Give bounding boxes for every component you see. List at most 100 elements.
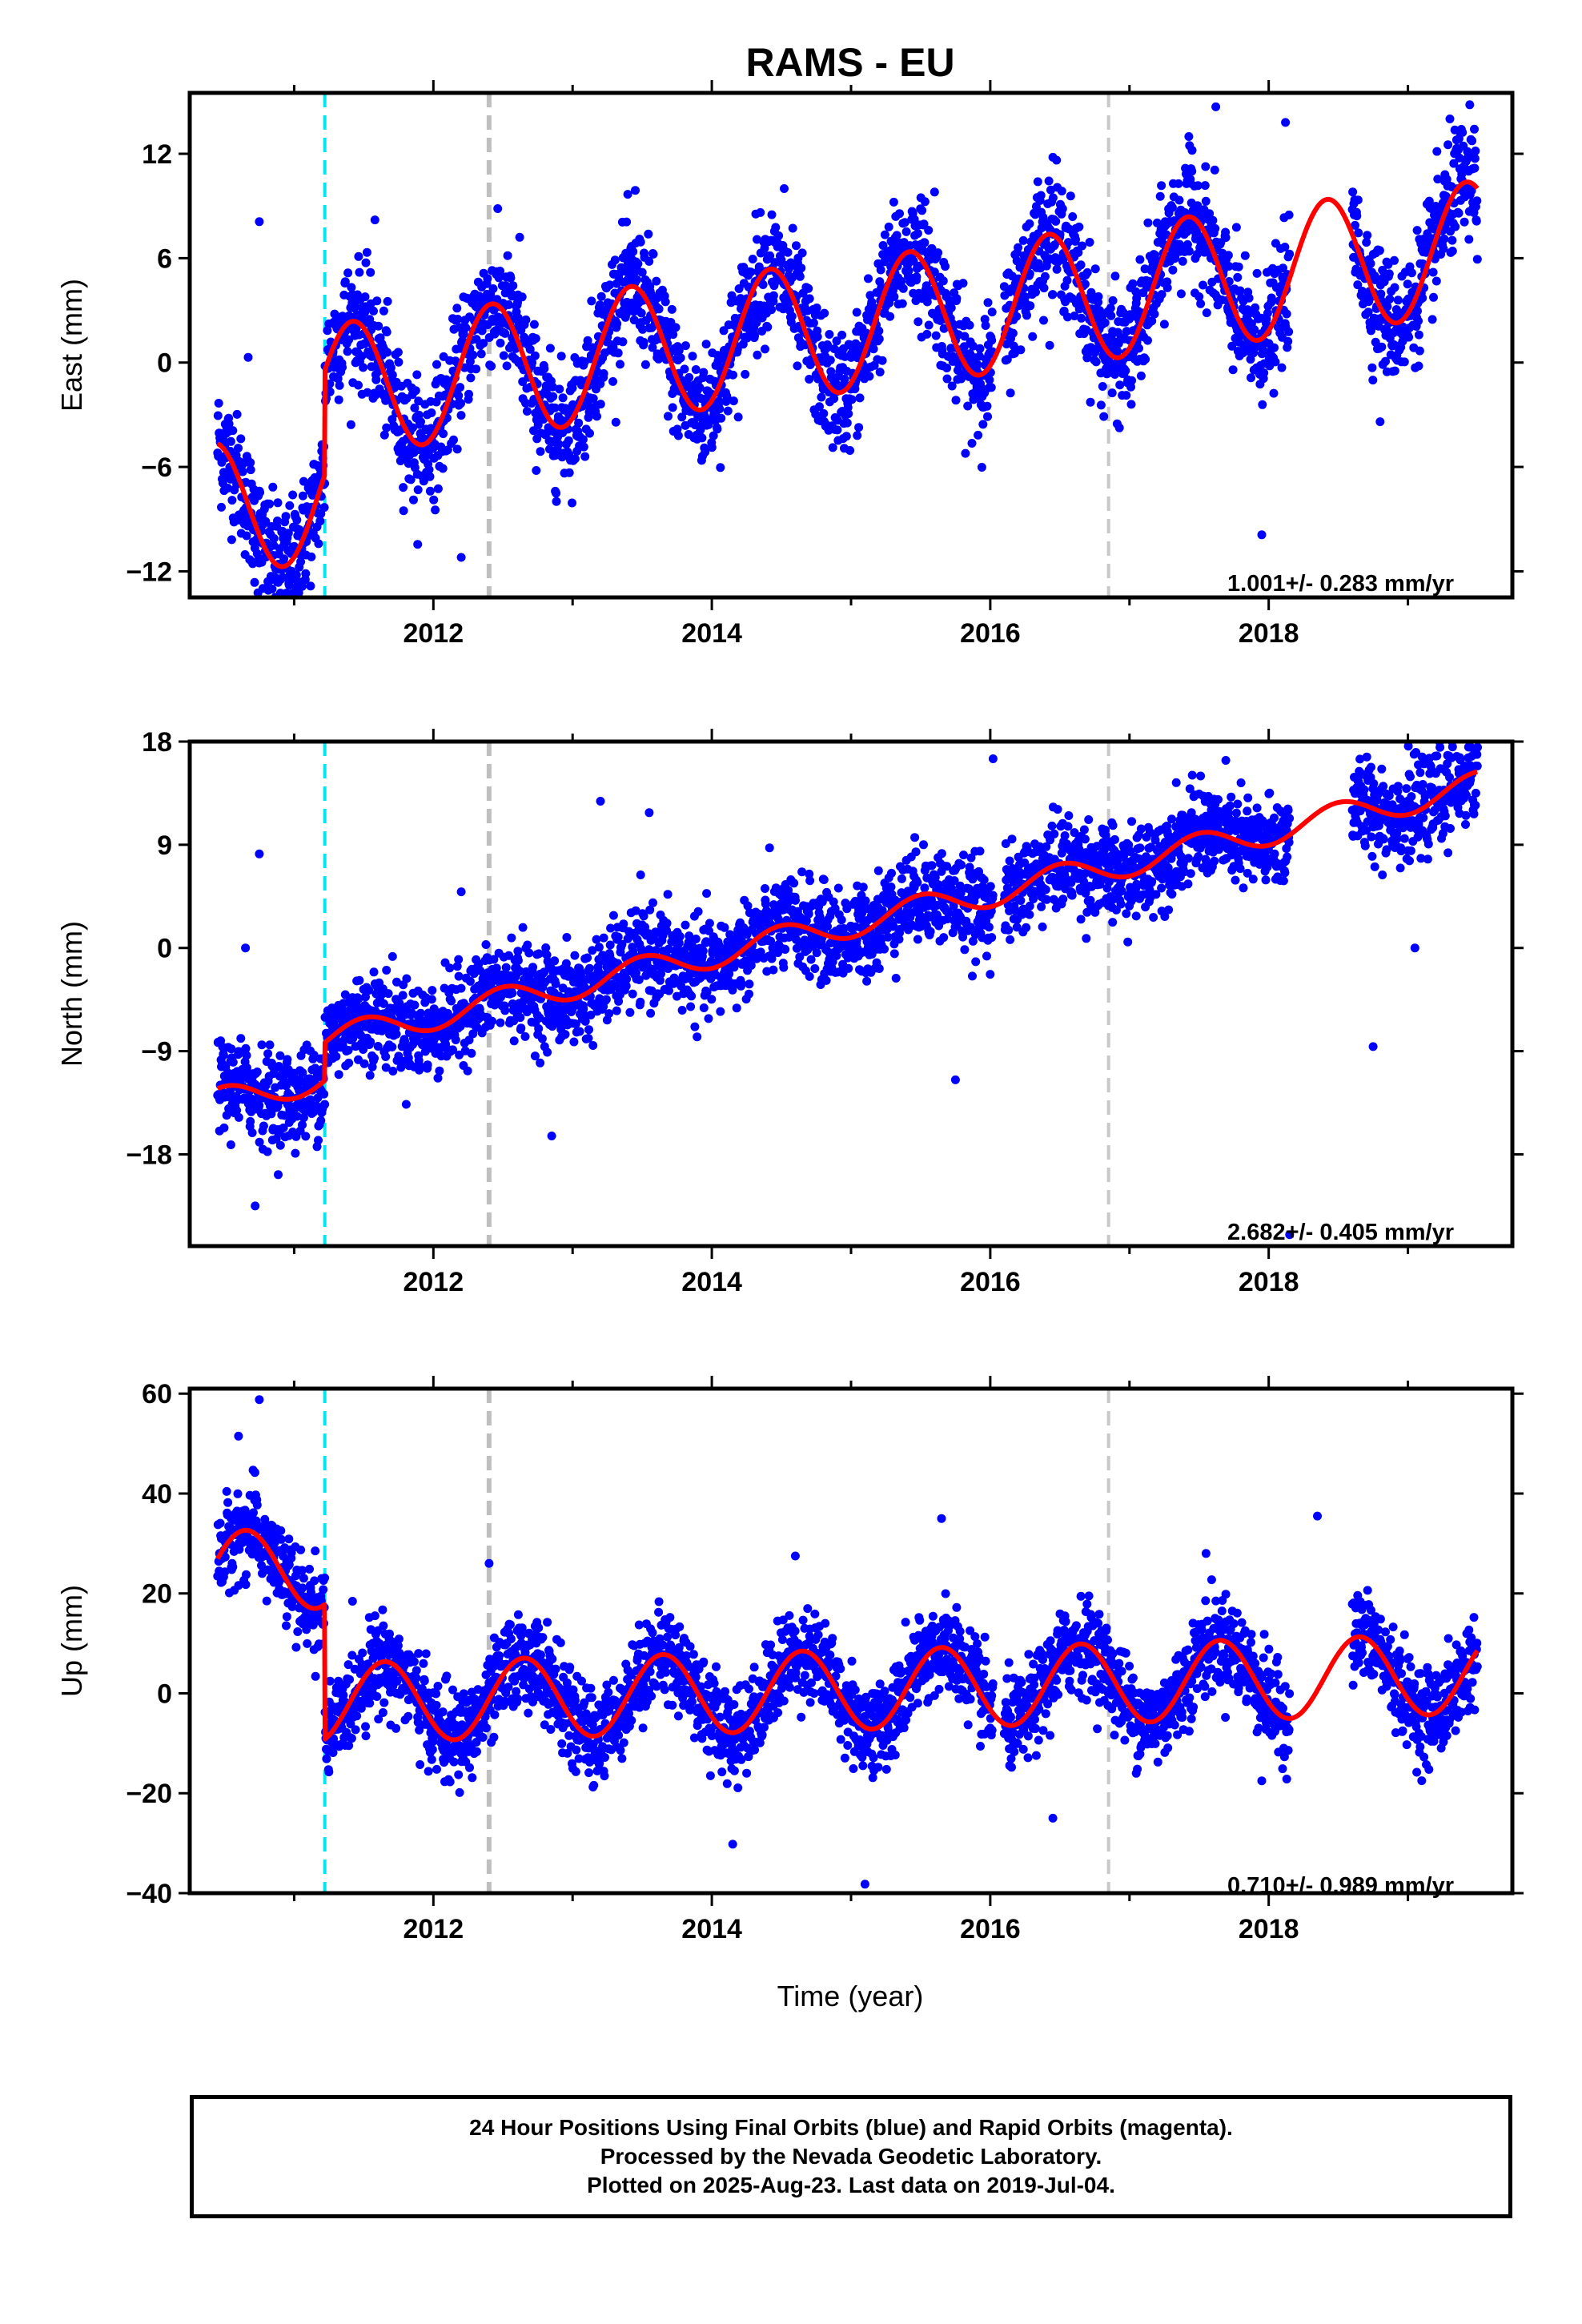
north-data-point: [454, 971, 464, 981]
north-data-point: [331, 1051, 341, 1061]
east-model-curve: [215, 179, 1480, 569]
east-data-point: [1162, 230, 1171, 239]
north-data-point: [601, 995, 611, 1004]
north-data-point: [228, 1057, 238, 1067]
north-data-point: [873, 866, 883, 875]
east-data-point: [1025, 269, 1034, 279]
east-data-point: [1467, 186, 1476, 195]
east-data-point: [236, 434, 246, 444]
east-data-point: [365, 315, 375, 324]
north-data-point: [236, 1034, 246, 1043]
east-data-point: [335, 380, 344, 390]
east-data-point: [852, 308, 861, 317]
east-data-point: [580, 452, 590, 461]
east-data-point: [1068, 212, 1078, 221]
east-data-point: [1472, 196, 1482, 206]
east-data-point: [1228, 365, 1238, 375]
east-data-point: [552, 497, 561, 506]
north-data-point: [246, 1116, 255, 1126]
east-data-point: [797, 248, 807, 258]
north-data-point: [219, 1123, 229, 1132]
east-data-point: [383, 348, 392, 357]
north-data-point: [423, 1060, 432, 1070]
east-data-point: [307, 552, 316, 561]
east-data-point: [488, 284, 498, 293]
north-data-point: [536, 1058, 545, 1068]
east-data-point: [587, 296, 596, 306]
east-outlier-point: [255, 217, 264, 227]
east-data-point: [493, 204, 503, 213]
east-data-point: [1026, 301, 1035, 311]
east-data-point: [464, 389, 473, 399]
east-data-point: [265, 499, 274, 509]
east-data-point: [536, 447, 545, 456]
east-data-point: [963, 401, 973, 411]
north-data-point: [316, 1116, 326, 1125]
north-data-point: [500, 1006, 510, 1015]
north-data-point: [628, 989, 637, 999]
east-data-point: [673, 424, 682, 434]
east-data-point: [934, 248, 943, 258]
east-data-point: [1404, 332, 1414, 342]
east-data-point: [371, 375, 381, 384]
east-data-point: [530, 351, 540, 360]
east-data-point: [1121, 366, 1130, 376]
east-data-point: [1157, 181, 1166, 191]
north-data-point: [675, 931, 685, 941]
east-data-point: [1245, 308, 1255, 318]
north-data-point: [880, 944, 889, 954]
east-data-point: [1182, 239, 1192, 249]
east-data-point: [753, 235, 761, 244]
east-data-point: [452, 444, 462, 454]
east-data-point: [1202, 308, 1211, 318]
east-data-point: [374, 321, 383, 331]
east-data-point: [1431, 276, 1441, 286]
east-data-points: [213, 100, 1482, 597]
north-data-points: [213, 742, 1482, 1240]
east-y-axis-label: East (mm): [55, 279, 88, 412]
east-data-point: [1132, 293, 1142, 303]
east-data-point: [877, 356, 887, 365]
north-data-point: [858, 883, 868, 892]
east-data-point: [942, 364, 952, 372]
north-data-point: [416, 1008, 425, 1018]
east-data-point: [763, 322, 773, 332]
east-data-point: [1247, 373, 1255, 383]
east-data-point: [1470, 163, 1480, 173]
east-data-point: [503, 251, 512, 260]
north-data-point: [769, 965, 778, 975]
east-data-point: [273, 517, 282, 525]
east-data-point: [774, 231, 784, 240]
east-data-point: [592, 412, 601, 421]
east-data-point: [1390, 366, 1399, 376]
east-data-point: [242, 531, 251, 541]
east-data-point: [1465, 100, 1475, 110]
east-data-point: [985, 375, 994, 384]
east-data-point: [1113, 347, 1122, 356]
east-data-point: [1399, 357, 1409, 367]
north-data-point: [354, 994, 363, 1003]
east-outlier-point: [370, 215, 379, 225]
east-data-point: [855, 393, 865, 403]
east-data-point: [612, 319, 622, 328]
east-data-point: [1033, 177, 1042, 187]
east-data-point: [1150, 251, 1159, 259]
east-data-point: [334, 395, 343, 404]
east-data-point: [1259, 368, 1269, 378]
east-data-point: [1390, 283, 1399, 292]
east-data-point: [761, 344, 769, 354]
east-data-point: [267, 585, 277, 593]
east-data-point: [681, 341, 690, 351]
east-outlier-point: [456, 553, 466, 562]
east-data-point: [291, 570, 301, 580]
east-data-point: [716, 463, 725, 472]
east-data-point: [504, 300, 513, 309]
east-data-point: [825, 356, 835, 365]
north-data-point: [259, 1121, 268, 1131]
east-data-point: [1082, 267, 1092, 277]
east-rate-label: 1.001+/- 0.283 mm/yr: [1227, 571, 1454, 597]
east-data-point: [746, 267, 756, 277]
north-data-point: [361, 992, 370, 1002]
